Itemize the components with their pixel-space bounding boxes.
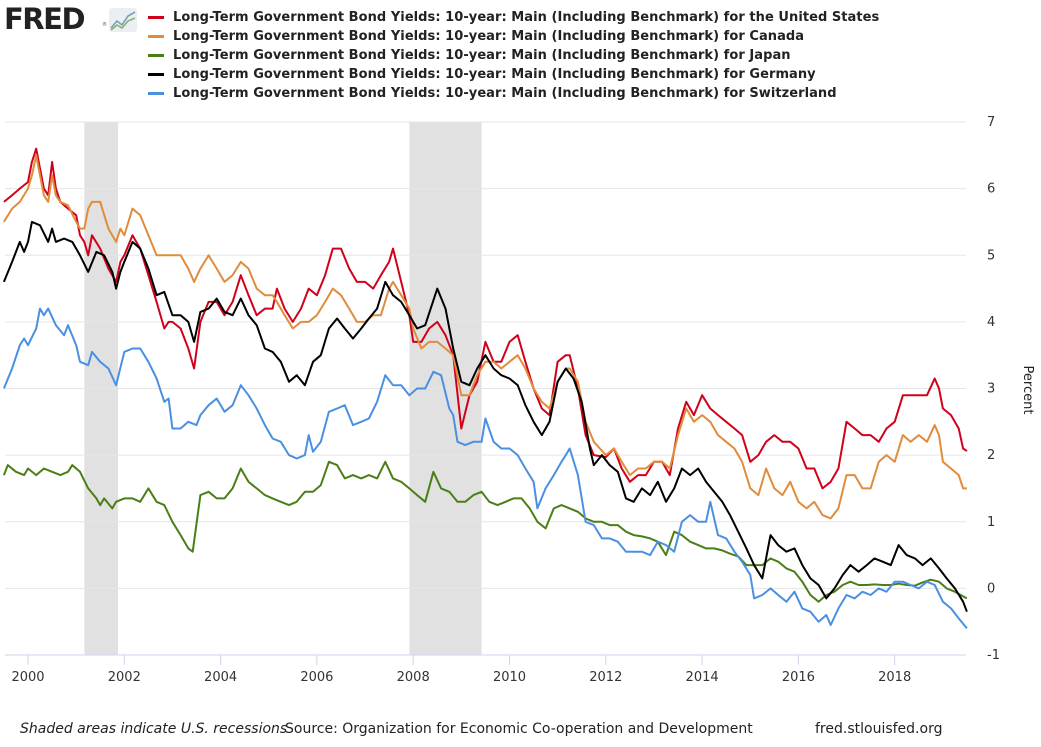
series-line — [3, 154, 967, 520]
legend-item[interactable]: Long-Term Government Bond Yields: 10-yea… — [148, 8, 879, 27]
legend-label: Long-Term Government Bond Yields: 10-yea… — [173, 67, 816, 82]
line-chart: 2000 2002 2004 2006 2008 2010 2012 2014 2016 2018… — [2, 115, 1035, 685]
y-axis-label: Percent — [1020, 366, 1035, 415]
y-tick-label: 3 — [987, 382, 995, 397]
legend-swatch — [148, 73, 164, 76]
recession-note: Shaded areas indicate U.S. recessions — [20, 721, 288, 737]
gridlines — [5, 121, 966, 656]
legend-label: Long-Term Government Bond Yields: 10-yea… — [173, 86, 837, 101]
legend-item[interactable]: Long-Term Government Bond Yields: 10-yea… — [148, 65, 879, 84]
fred-logo[interactable]: FRED ® — [4, 2, 137, 36]
line-chart-icon — [109, 8, 137, 32]
chart-legend: Long-Term Government Bond Yields: 10-yea… — [148, 8, 879, 103]
series-line — [3, 147, 968, 490]
y-tick-label: 1 — [987, 515, 995, 530]
x-tick-label: 2012 — [589, 670, 622, 685]
series-line — [2, 460, 968, 603]
site-link[interactable]: fred.stlouisfed.org — [815, 721, 943, 737]
y-tick-label: -1 — [987, 648, 1000, 663]
x-tick-label: 2016 — [782, 670, 815, 685]
y-tick-label: 6 — [987, 182, 995, 197]
x-axis: 2000 2002 2004 2006 2008 2010 2012 2014 2016 2018 — [11, 655, 911, 685]
x-tick-label: 2014 — [686, 670, 719, 685]
x-tick-label: 2006 — [300, 670, 333, 685]
x-tick-label: 2010 — [493, 670, 526, 685]
legend-swatch — [148, 35, 164, 38]
x-tick-label: 2002 — [108, 670, 141, 685]
y-tick-label: 0 — [987, 581, 995, 596]
registered-mark: ® — [102, 22, 107, 28]
y-tick-label: 7 — [987, 115, 995, 130]
series-line — [2, 220, 968, 613]
legend-label: Long-Term Government Bond Yields: 10-yea… — [173, 10, 880, 25]
legend-item[interactable]: Long-Term Government Bond Yields: 10-yea… — [148, 27, 879, 46]
series-line — [2, 307, 968, 630]
y-tick-label: 4 — [987, 315, 995, 330]
legend-label: Long-Term Government Bond Yields: 10-yea… — [173, 29, 805, 44]
x-tick-label: 2000 — [11, 670, 44, 685]
legend-swatch — [148, 54, 164, 57]
y-tick-label: 5 — [987, 248, 995, 263]
legend-item[interactable]: Long-Term Government Bond Yields: 10-yea… — [148, 84, 879, 103]
x-tick-label: 2008 — [397, 670, 430, 685]
legend-swatch — [148, 92, 164, 95]
legend-label: Long-Term Government Bond Yields: 10-yea… — [173, 48, 791, 63]
x-tick-label: 2004 — [204, 670, 237, 685]
y-axis: -1 0 1 2 3 4 5 6 7 — [987, 115, 1000, 663]
source-note: Source: Organization for Economic Co-ope… — [285, 721, 753, 737]
series-lines — [2, 147, 968, 630]
legend-item[interactable]: Long-Term Government Bond Yields: 10-yea… — [148, 46, 879, 65]
y-tick-label: 2 — [987, 448, 995, 463]
legend-swatch — [148, 16, 164, 19]
x-tick-label: 2018 — [878, 670, 911, 685]
logo-text: FRED — [4, 2, 86, 36]
